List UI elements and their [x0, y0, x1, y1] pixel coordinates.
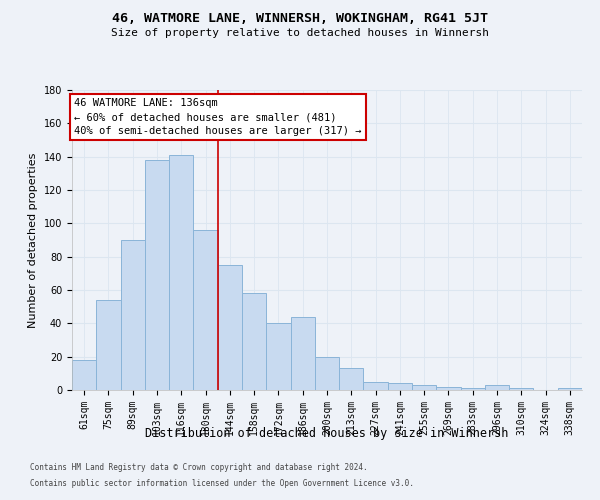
Text: 46, WATMORE LANE, WINNERSH, WOKINGHAM, RG41 5JT: 46, WATMORE LANE, WINNERSH, WOKINGHAM, R… [112, 12, 488, 26]
Y-axis label: Number of detached properties: Number of detached properties [28, 152, 38, 328]
Bar [509, 388, 533, 390]
Bar [290, 316, 315, 390]
Text: Size of property relative to detached houses in Winnersh: Size of property relative to detached ho… [111, 28, 489, 38]
Text: Contains public sector information licensed under the Open Government Licence v3: Contains public sector information licen… [30, 478, 414, 488]
Bar [169, 155, 193, 390]
Bar [485, 385, 509, 390]
Bar [388, 384, 412, 390]
Bar [72, 360, 96, 390]
Bar [242, 294, 266, 390]
Bar [96, 300, 121, 390]
Bar [315, 356, 339, 390]
Bar [121, 240, 145, 390]
Text: 46 WATMORE LANE: 136sqm
← 60% of detached houses are smaller (481)
40% of semi-d: 46 WATMORE LANE: 136sqm ← 60% of detache… [74, 98, 362, 136]
Bar [436, 386, 461, 390]
Bar [218, 265, 242, 390]
Bar [461, 388, 485, 390]
Bar [145, 160, 169, 390]
Text: Distribution of detached houses by size in Winnersh: Distribution of detached houses by size … [145, 428, 509, 440]
Bar [558, 388, 582, 390]
Bar [364, 382, 388, 390]
Bar [266, 324, 290, 390]
Bar [193, 230, 218, 390]
Text: Contains HM Land Registry data © Crown copyright and database right 2024.: Contains HM Land Registry data © Crown c… [30, 464, 368, 472]
Bar [412, 385, 436, 390]
Bar [339, 368, 364, 390]
